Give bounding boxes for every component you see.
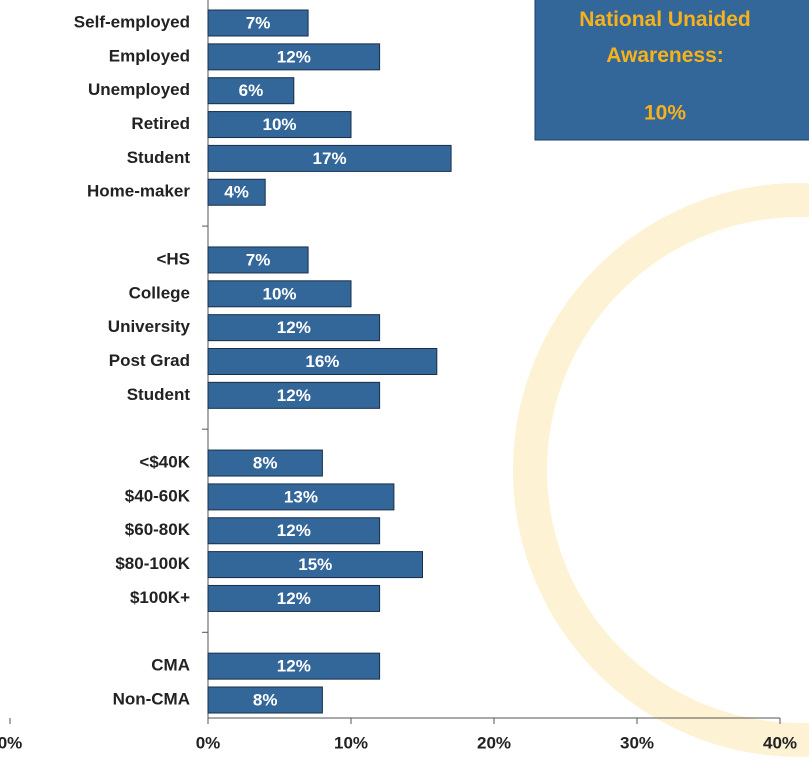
bar: [207, 517, 381, 545]
y-tick-label: $80-100K: [115, 554, 190, 573]
bar: [207, 652, 381, 680]
bar: [207, 280, 352, 308]
bar: [207, 483, 395, 511]
value-label: 4%: [224, 183, 249, 202]
value-label: 6%: [239, 81, 264, 100]
bar: [207, 246, 309, 274]
annotation-background: [534, 0, 809, 141]
value-label: 8%: [253, 690, 278, 709]
y-tick-label: $60-80K: [125, 520, 191, 539]
y-tick-label: Unemployed: [88, 80, 190, 99]
value-label: 7%: [246, 250, 271, 269]
bar: [207, 449, 323, 477]
x-tick-label: 40%: [763, 733, 797, 752]
value-label: 10%: [262, 115, 296, 134]
value-label: 7%: [246, 13, 271, 32]
value-label: 10%: [262, 284, 296, 303]
value-label: 12%: [277, 386, 311, 405]
x-tick-label: 30%: [620, 733, 654, 752]
y-tick-label: Post Grad: [109, 351, 190, 370]
annotation-value: 10%: [644, 102, 686, 125]
left-tick-label: 0%: [0, 733, 22, 752]
y-tick-label: <HS: [156, 249, 190, 268]
bar: [207, 348, 438, 375]
annotation-title: National Unaided Awareness:: [579, 8, 751, 67]
value-label: 12%: [277, 47, 311, 66]
y-tick-label: $100K+: [130, 588, 190, 607]
bar: [207, 314, 381, 342]
y-tick-label: Home-maker: [87, 182, 190, 201]
bar: [207, 43, 381, 71]
value-label: 16%: [305, 352, 339, 371]
bar: [207, 144, 452, 172]
value-label: 12%: [277, 318, 311, 337]
bar: [207, 551, 423, 579]
bar: [207, 686, 323, 714]
value-label: 13%: [284, 487, 318, 506]
value-label: 15%: [298, 555, 332, 574]
y-tick-label: Employed: [109, 46, 190, 65]
annotation-title-wrap: National Unaided Awareness:: [579, 8, 751, 67]
bar: [207, 9, 309, 37]
y-tick-label: <$40K: [139, 453, 190, 472]
bar: [207, 584, 381, 612]
y-tick-label: College: [129, 283, 190, 302]
y-tick-label: CMA: [151, 656, 190, 675]
y-tick-label: Non-CMA: [113, 689, 190, 708]
value-label: 12%: [277, 657, 311, 676]
bar: [207, 381, 381, 409]
y-tick-label: $40-60K: [125, 486, 191, 505]
bar: [207, 77, 295, 105]
x-tick-label: 10%: [334, 733, 368, 752]
x-tick-label: 0%: [196, 733, 221, 752]
y-tick-label: Student: [127, 148, 191, 167]
x-tick-label: 20%: [477, 733, 511, 752]
y-tick-label: University: [108, 317, 191, 336]
background-decoration: [513, 183, 809, 757]
value-label: 12%: [277, 589, 311, 608]
bar: [207, 178, 266, 206]
y-tick-label: Student: [127, 385, 191, 404]
bar: [207, 111, 352, 139]
y-tick-label: Self-employed: [74, 12, 190, 31]
value-label: 8%: [253, 454, 278, 473]
annotation-box: National Unaided Awareness: 10%: [534, 0, 809, 141]
value-label: 12%: [277, 521, 311, 540]
y-tick-label: Retired: [131, 114, 190, 133]
value-label: 17%: [313, 149, 347, 168]
